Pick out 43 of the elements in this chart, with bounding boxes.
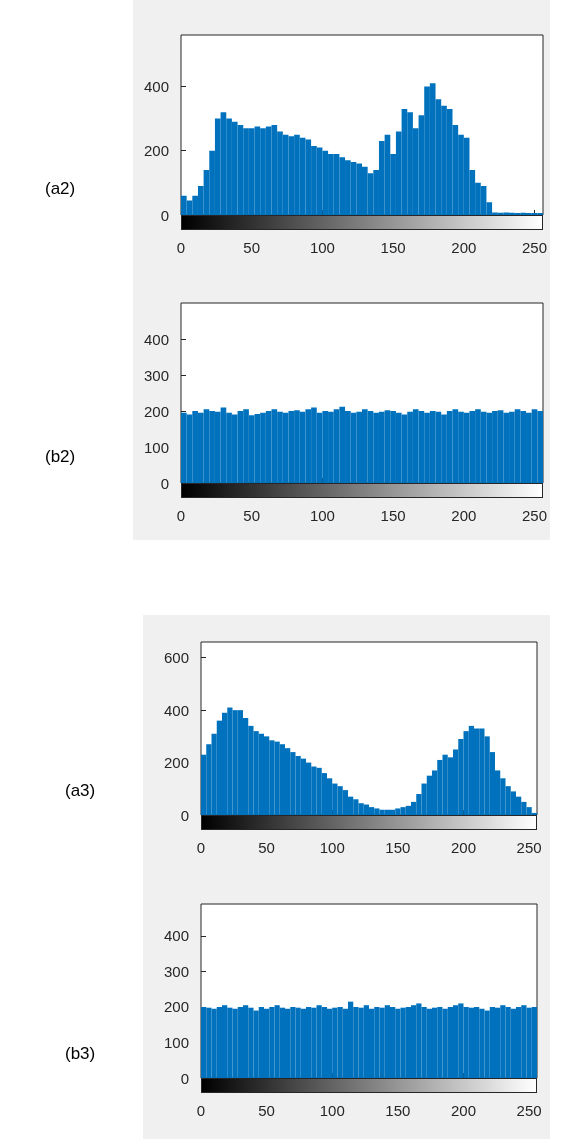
- x-tick-label: 50: [258, 839, 275, 856]
- text: (b2): [45, 447, 76, 467]
- x-tick-label: 0: [196, 1102, 206, 1119]
- y-tick-label: 200: [143, 142, 169, 160]
- x-tick-label: 250: [516, 1102, 542, 1119]
- y-tick-label: 0: [160, 474, 169, 492]
- x-tick-label: 100: [319, 839, 345, 856]
- text: (a2): [45, 179, 76, 199]
- x-tick-label: 200: [451, 239, 477, 256]
- x-tick-label: 150: [380, 239, 406, 256]
- y-tick-label: 100: [143, 438, 169, 456]
- x-tick-label: 200: [450, 1102, 477, 1119]
- x-tick-label: 100: [319, 1102, 345, 1119]
- y-tick-label: 400: [143, 77, 169, 95]
- x-tick-label: 200: [450, 839, 477, 856]
- x-tick-label: 250: [516, 839, 542, 856]
- x-tick-label: 100: [309, 239, 335, 256]
- y-tick-label: 400: [163, 927, 189, 945]
- x-tick-label: 150: [385, 1102, 411, 1119]
- x-tick-label: 250: [522, 507, 548, 524]
- text: (b3): [65, 1043, 96, 1063]
- x-tick-label: 250: [522, 239, 548, 256]
- y-tick-label: 300: [143, 366, 169, 384]
- x-tick-label: 50: [243, 507, 261, 524]
- y-tick-label: 200: [143, 402, 169, 420]
- y-tick-label: 300: [163, 962, 189, 980]
- y-tick-label: 600: [163, 649, 189, 667]
- y-tick-label: 400: [163, 701, 189, 719]
- y-tick-label: 400: [143, 330, 169, 348]
- y-tick-label: 0: [160, 206, 169, 224]
- x-tick-label: 150: [385, 839, 411, 856]
- x-tick-label: 50: [243, 239, 261, 256]
- text: (a3): [65, 780, 96, 800]
- y-tick-label: 0: [180, 1069, 189, 1087]
- x-tick-label: 100: [309, 507, 335, 524]
- x-tick-label: 150: [380, 507, 406, 524]
- y-tick-label: 100: [163, 1033, 189, 1051]
- x-tick-label: 50: [258, 1102, 275, 1119]
- y-tick-label: 200: [163, 754, 189, 772]
- y-tick-label: 0: [180, 806, 189, 824]
- x-tick-label: 200: [451, 507, 477, 524]
- x-tick-label: 0: [196, 839, 206, 856]
- y-tick-label: 200: [163, 998, 189, 1016]
